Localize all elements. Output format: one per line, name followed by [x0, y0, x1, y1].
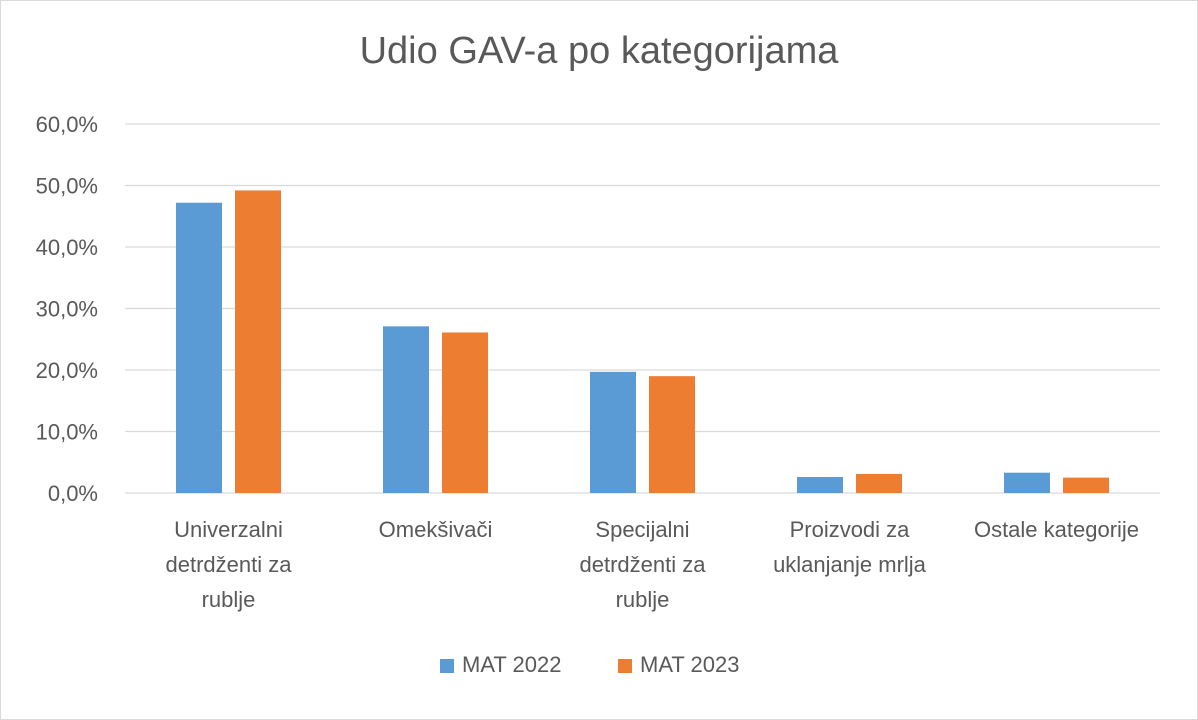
legend-swatch	[440, 659, 454, 673]
bar	[235, 190, 281, 494]
bar	[383, 326, 429, 493]
bar	[1063, 477, 1109, 493]
y-tick-label: 30,0%	[36, 297, 98, 322]
x-category-label: Specijalni detrdženti za rublje	[580, 517, 707, 612]
bar	[590, 371, 636, 493]
y-tick-label: 40,0%	[36, 235, 98, 260]
y-tick-label: 20,0%	[36, 358, 98, 383]
bar	[649, 376, 695, 493]
bar	[1004, 472, 1050, 493]
bar	[176, 202, 222, 493]
chart-title: Udio GAV-a po kategorijama	[359, 30, 839, 72]
x-category-label: Univerzalni detrdženti za rublje	[166, 517, 293, 612]
legend-label: MAT 2023	[640, 652, 739, 677]
x-category-label: Proizvodi za uklanjanje mrlja	[773, 517, 927, 577]
bar	[442, 332, 488, 493]
legend-swatch	[618, 659, 632, 673]
x-category-label: Omekšivači	[379, 517, 493, 542]
legend-label: MAT 2022	[462, 652, 561, 677]
bar	[856, 473, 902, 493]
x-category-label: Ostale kategorije	[974, 517, 1139, 542]
bar	[797, 477, 843, 493]
y-tick-label: 0,0%	[48, 481, 98, 506]
y-tick-label: 10,0%	[36, 420, 98, 445]
y-tick-label: 50,0%	[36, 174, 98, 199]
y-tick-label: 60,0%	[36, 112, 98, 137]
